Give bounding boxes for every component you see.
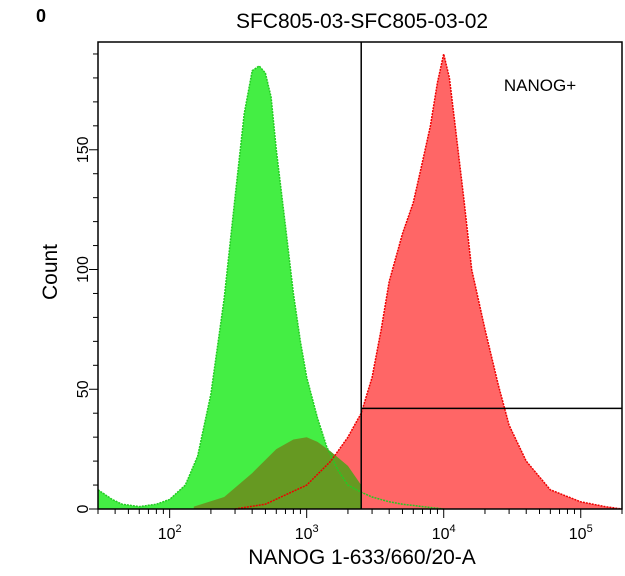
x-tick-label: 105 [569, 523, 593, 543]
x-axis-label: NANOG 1-633/660/20-A [248, 546, 476, 569]
gate-label: NANOG+ [504, 76, 576, 95]
plot-area [89, 41, 623, 518]
x-tick-label: 104 [432, 523, 456, 543]
series-outline-2 [234, 53, 623, 510]
series-area-1 [98, 65, 444, 510]
y-tick-label: 150 [75, 136, 92, 163]
y-tick-label: 100 [75, 256, 92, 283]
x-tick-label: 102 [158, 523, 182, 543]
overlap-area [193, 437, 362, 509]
chart-title: SFC805-03-SFC805-03-02 [236, 10, 488, 33]
plot-frame [97, 41, 623, 510]
corner-label: 0 [36, 6, 46, 26]
series-area-2 [235, 54, 622, 509]
y-tick-label: 50 [75, 380, 92, 398]
y-tick-label: 0 [75, 504, 92, 513]
y-axis-label: Count [39, 244, 62, 300]
x-tick-label: 103 [295, 523, 319, 543]
